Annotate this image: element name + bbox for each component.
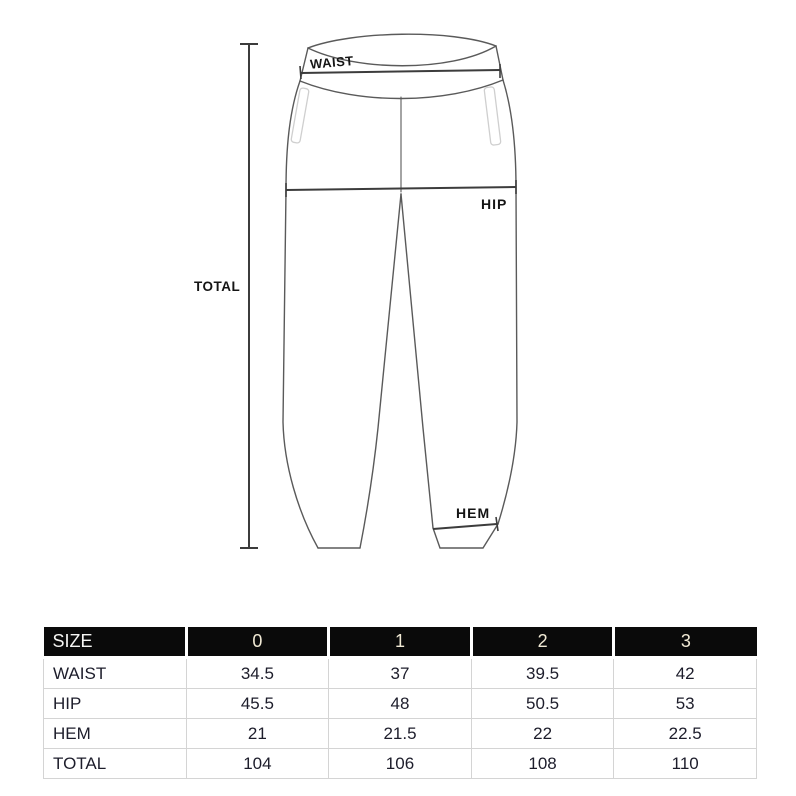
row-label-hem: HEM — [43, 718, 187, 749]
table-row-total: TOTAL 104 106 108 110 — [43, 748, 757, 779]
cell-hem-0: 21 — [185, 718, 330, 749]
cell-hip-1: 48 — [328, 688, 472, 719]
row-label-total: TOTAL — [43, 748, 187, 779]
table-header-row: SIZE 0 1 2 3 — [43, 627, 757, 659]
waist-measure-line — [300, 69, 501, 74]
table-row-hem: HEM 21 21.5 22 22.5 — [43, 718, 757, 749]
header-size: SIZE — [43, 627, 188, 659]
cell-hem-2: 22 — [470, 718, 615, 749]
cell-hip-3: 53 — [613, 688, 757, 719]
waistband-bottom-edge — [299, 79, 504, 100]
measurement-lines — [240, 43, 517, 549]
header-size-1: 1 — [328, 627, 473, 659]
row-label-hip: HIP — [43, 688, 187, 719]
row-label-waist: WAIST — [43, 657, 187, 689]
hip-measure-line — [285, 186, 517, 191]
right-cuff — [432, 523, 499, 549]
cell-waist-1: 37 — [328, 657, 472, 689]
cell-hip-0: 45.5 — [185, 688, 330, 719]
left-outer-seam — [282, 80, 319, 549]
left-inner-seam — [359, 193, 402, 549]
waistband-top-edge — [307, 33, 497, 49]
pockets — [290, 86, 502, 146]
table-row-hip: HIP 45.5 48 50.5 53 — [43, 688, 757, 719]
total-label: TOTAL — [194, 279, 240, 294]
hem-measure-line — [432, 523, 498, 530]
left-pocket — [290, 87, 310, 144]
cell-hem-1: 21.5 — [328, 718, 472, 749]
header-size-2: 2 — [471, 627, 616, 659]
cell-total-0: 104 — [185, 748, 330, 779]
cell-total-1: 106 — [328, 748, 472, 779]
waist-tick-left — [299, 65, 302, 80]
right-outer-seam — [497, 79, 518, 525]
right-inner-seam — [400, 193, 434, 529]
hip-label: HIP — [481, 196, 507, 212]
pants-measurement-diagram: WAIST HIP HEM TOTAL — [194, 33, 518, 549]
hem-tick-right — [495, 516, 499, 532]
waistband-inner-curve — [307, 45, 497, 67]
cell-hem-3: 22.5 — [613, 718, 757, 749]
size-table: SIZE 0 1 2 3 WAIST 34.5 37 39.5 42 HIP 4… — [43, 627, 757, 779]
header-size-3: 3 — [613, 627, 757, 659]
table-row-waist: WAIST 34.5 37 39.5 42 — [43, 657, 757, 689]
cell-total-3: 110 — [613, 748, 757, 779]
waist-label: WAIST — [309, 53, 354, 72]
hem-label: HEM — [456, 505, 490, 521]
cell-waist-0: 34.5 — [185, 657, 330, 689]
right-pocket — [483, 86, 502, 146]
header-size-0: 0 — [186, 627, 331, 659]
pants-outline — [282, 33, 518, 549]
cell-total-2: 108 — [470, 748, 615, 779]
cell-waist-2: 39.5 — [470, 657, 615, 689]
cell-waist-3: 42 — [613, 657, 757, 689]
waistband-right-side — [495, 45, 504, 81]
cell-hip-2: 50.5 — [470, 688, 615, 719]
